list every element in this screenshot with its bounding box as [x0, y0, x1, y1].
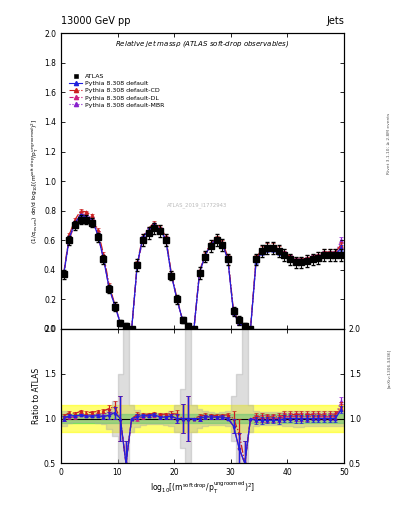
- Y-axis label: Ratio to ATLAS: Ratio to ATLAS: [32, 368, 41, 424]
- Text: 13000 GeV pp: 13000 GeV pp: [61, 15, 130, 26]
- Text: [arXiv:1306.3436]: [arXiv:1306.3436]: [387, 349, 391, 388]
- Bar: [61, 405, 344, 432]
- Text: Rivet 3.1.10; ≥ 2.8M events: Rivet 3.1.10; ≥ 2.8M events: [387, 113, 391, 174]
- Text: Relative jet mass$\rho$ (ATLAS soft-drop observables): Relative jet mass$\rho$ (ATLAS soft-drop…: [115, 38, 290, 49]
- X-axis label: log$_{10}$[(m$^{\rm soft\,drop}$/p$_{\rm T}^{\rm ungroomed}$)$^2$]: log$_{10}$[(m$^{\rm soft\,drop}$/p$_{\rm…: [150, 480, 255, 496]
- Text: ATLAS_2019_I1772943: ATLAS_2019_I1772943: [167, 202, 227, 208]
- Y-axis label: $(1/\sigma_\mathrm{resum})$ d$\sigma$/d log$_{10}$[(m$^{\rm soft\,drop}$/p$_{\rm: $(1/\sigma_\mathrm{resum})$ d$\sigma$/d …: [30, 118, 41, 244]
- Legend: ATLAS, Pythia 8.308 default, Pythia 8.308 default-CD, Pythia 8.308 default-DL, P: ATLAS, Pythia 8.308 default, Pythia 8.30…: [67, 72, 166, 110]
- Text: Jets: Jets: [326, 15, 344, 26]
- Bar: [61, 414, 344, 423]
